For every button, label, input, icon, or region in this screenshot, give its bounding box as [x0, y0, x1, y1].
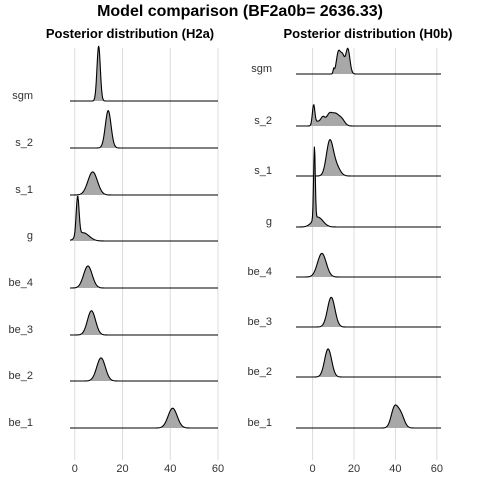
y-row-label: be_1 — [248, 417, 272, 429]
x-tick-label: 60 — [212, 463, 224, 475]
density-fill — [100, 110, 116, 148]
x-tick-label: 0 — [72, 463, 78, 475]
x-tick-label: 0 — [310, 463, 316, 475]
y-row-label: g — [266, 216, 272, 228]
density-fill — [77, 266, 99, 288]
y-row-label: be_2 — [248, 366, 272, 378]
density-curve — [70, 171, 218, 196]
density-curve — [296, 252, 441, 278]
y-row-label: be_3 — [9, 324, 33, 336]
y-row-label: s_1 — [15, 184, 33, 196]
y-row-label: s_2 — [15, 137, 33, 149]
density-fill — [310, 104, 348, 126]
density-curve — [70, 110, 218, 149]
x-tick-label: 20 — [116, 463, 128, 475]
density-curve — [296, 146, 441, 228]
density-fill — [307, 146, 329, 227]
x-tick-label: 40 — [389, 463, 401, 475]
density-curve — [69, 195, 218, 242]
panel-subtitle: Posterior distribution (H0b) — [284, 26, 453, 41]
y-row-label: sgm — [251, 63, 272, 75]
density-curve — [69, 265, 218, 289]
y-row-label: be_4 — [248, 266, 272, 278]
panel-subtitle: Posterior distribution (H2a) — [46, 26, 214, 41]
density-curve — [296, 104, 441, 127]
density-fill — [311, 253, 333, 277]
density-curve — [70, 310, 218, 336]
y-row-label: g — [27, 230, 33, 242]
density-curve — [296, 139, 441, 177]
density-curve — [296, 348, 441, 378]
density-fill — [81, 310, 102, 335]
y-row-label: be_1 — [9, 417, 33, 429]
density-curve — [70, 407, 218, 429]
density-curve — [70, 357, 218, 382]
density-fill — [90, 357, 112, 381]
x-tick-label: 60 — [431, 463, 443, 475]
y-row-label: sgm — [12, 90, 33, 102]
density-fill — [81, 171, 105, 195]
chart-title: Model comparison (BF2a0b= 2636.33) — [97, 3, 383, 20]
y-row-label: s_1 — [254, 165, 272, 177]
density-fill — [386, 404, 409, 428]
y-row-label: be_3 — [248, 316, 272, 328]
density-fill — [319, 349, 337, 377]
density-curve — [296, 47, 441, 75]
y-row-label: s_2 — [254, 115, 272, 127]
density-fill — [71, 196, 95, 241]
y-row-label: be_4 — [9, 277, 33, 289]
density-fill — [161, 408, 184, 428]
density-curve — [296, 296, 441, 328]
density-fill — [322, 297, 341, 327]
density-curve — [296, 404, 441, 429]
y-row-label: be_2 — [9, 370, 33, 382]
density-fill — [332, 48, 353, 74]
x-tick-label: 40 — [164, 463, 176, 475]
x-tick-label: 20 — [348, 463, 360, 475]
density-curve — [70, 45, 218, 102]
